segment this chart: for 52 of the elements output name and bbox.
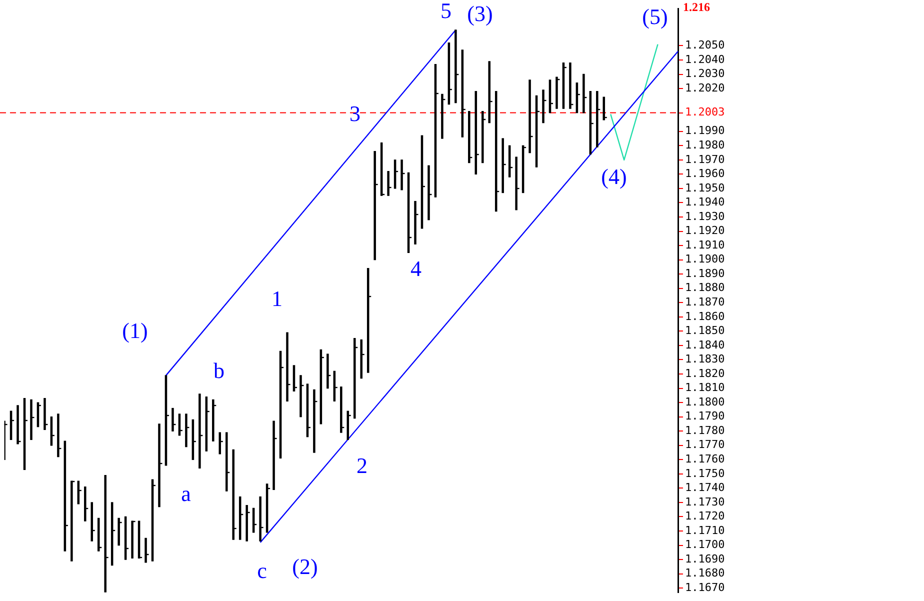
y-tick-label: 1.1900 — [685, 252, 725, 266]
y-tick-label: 1.1710 — [685, 524, 725, 537]
y-tick-label: 1.1780 — [685, 424, 725, 437]
y-tick-label: 1.1880 — [685, 281, 725, 294]
y-tick-label: 1.2040 — [685, 52, 725, 66]
annotation: 2 — [356, 452, 368, 478]
annotation: c — [257, 558, 268, 583]
annotation: 1 — [272, 286, 282, 311]
y-tick-label: 1.1990 — [685, 124, 725, 138]
y-tick-label: 1.1820 — [685, 366, 725, 380]
y-tick-label: 1.1950 — [685, 181, 725, 194]
annotation: b — [214, 358, 224, 383]
y-tick-label: 1.1670 — [685, 580, 725, 594]
annotation: 3 — [350, 100, 360, 126]
y-tick-label: 1.1890 — [685, 266, 725, 280]
annotation: (1) — [122, 318, 148, 343]
y-tick-label: 1.1910 — [685, 238, 725, 252]
y-tick-label: 1.1770 — [685, 438, 725, 452]
y-tick-label: 1.1680 — [685, 566, 725, 580]
y-tick-label: 1.1930 — [685, 210, 725, 223]
y-tick-label: 1.1870 — [685, 296, 725, 308]
y-tick-label: 1.1920 — [685, 224, 725, 238]
y-tick-label: 1.1690 — [685, 552, 725, 566]
annotation: (5) — [642, 4, 668, 29]
y-tick-label: 1.1830 — [685, 352, 725, 366]
annotation: 4 — [410, 256, 422, 281]
y-tick-label: 1.1750 — [685, 466, 725, 480]
annotation: a — [181, 480, 192, 506]
y-tick-label: 1.1850 — [685, 324, 725, 338]
text: 1.216 — [683, 0, 710, 14]
annotation: (2) — [292, 554, 318, 579]
annotation: (4) — [601, 164, 627, 189]
y-tick-label: 1.1740 — [685, 481, 725, 494]
y-tick-label: 1.1790 — [685, 410, 725, 423]
y-tick-label: 1.1800 — [685, 395, 725, 408]
y-tick-label: 1.1730 — [685, 495, 725, 508]
y-tick-label: 1.1980 — [685, 138, 725, 152]
y-tick-label: 1.2050 — [685, 38, 725, 52]
y-tick-label: 1.1940 — [685, 196, 725, 209]
y-tick-label: 1.1960 — [685, 167, 725, 180]
y-tick-label: 1.2020 — [685, 81, 725, 94]
y-tick-label: 1.1760 — [685, 452, 725, 466]
annotation: 5 — [440, 0, 452, 23]
y-tick-label: 1.1970 — [685, 152, 725, 166]
y-tick-label: 1.1700 — [685, 538, 725, 552]
y-tick-label: 1.1720 — [685, 510, 725, 523]
y-tick-label: 1.1840 — [685, 338, 725, 352]
y-tick-label: 1.1810 — [685, 381, 725, 394]
annotation: (3) — [467, 0, 493, 26]
y-tick-label: 1.2030 — [685, 67, 725, 80]
y-tick-label: 1.1860 — [685, 310, 725, 323]
y-tick-label: 1.2003 — [685, 106, 725, 119]
